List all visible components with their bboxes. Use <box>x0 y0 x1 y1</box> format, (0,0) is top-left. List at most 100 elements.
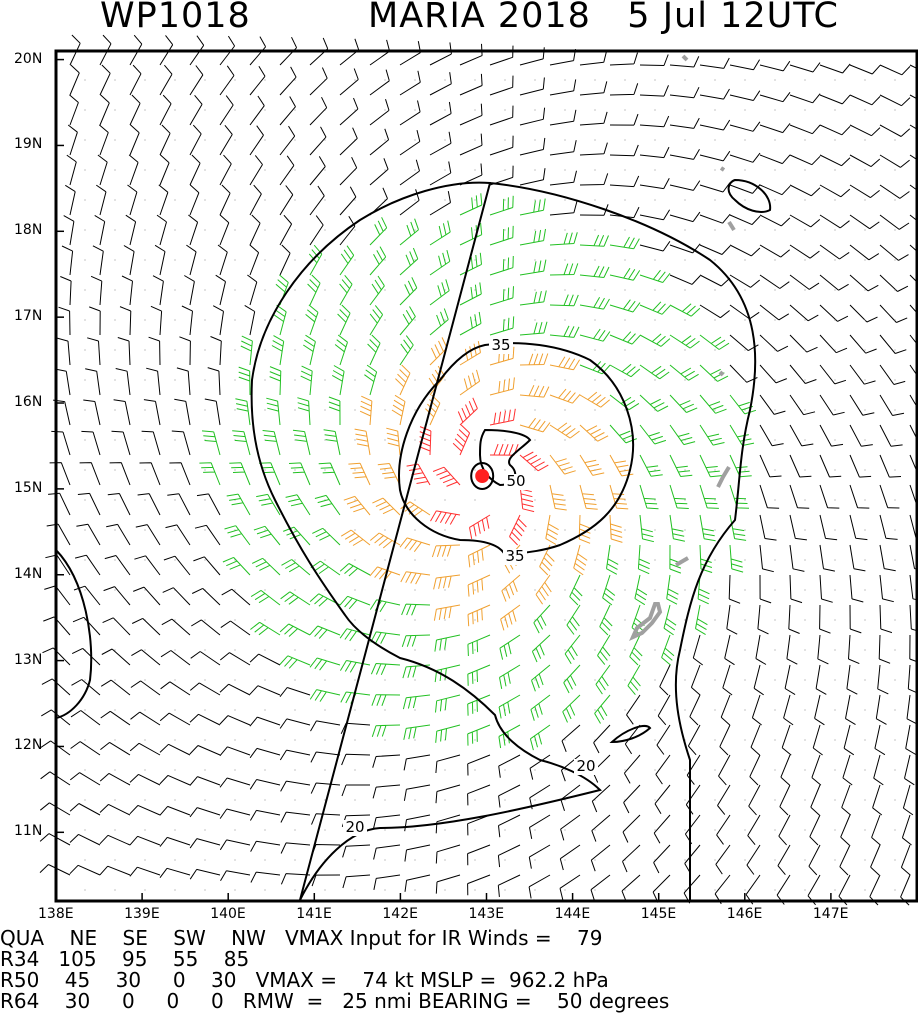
grid-dot <box>504 829 506 831</box>
wind-barb <box>70 741 101 756</box>
grid-dot <box>534 589 536 591</box>
grid-dot <box>144 409 146 411</box>
wind-barb <box>249 779 281 790</box>
wind-barb <box>748 784 761 816</box>
wind-barb <box>87 337 101 366</box>
grid-dot <box>204 679 206 681</box>
footer-r50-row: R50 45 30 0 30 VMAX = 74 kt MSLP = 962.2… <box>0 968 609 992</box>
wind-barb <box>250 589 281 606</box>
grid-dot <box>324 349 326 351</box>
wind-barb <box>429 101 452 126</box>
wind-barb <box>879 394 905 416</box>
wind-barb <box>759 454 782 478</box>
grid-dot <box>864 589 866 591</box>
wind-barb <box>143 399 161 426</box>
wind-barb <box>789 364 817 384</box>
wind-barb <box>909 244 918 253</box>
wind-barb <box>669 274 701 285</box>
grid-dot <box>894 529 896 531</box>
grid-dot <box>684 469 686 471</box>
grid-dot <box>174 619 176 621</box>
grid-dot <box>894 379 896 381</box>
wind-barb <box>279 749 311 761</box>
grid-dot <box>414 649 416 651</box>
grid-dot <box>294 859 296 861</box>
grid-dot <box>624 289 626 291</box>
grid-dot <box>714 229 716 231</box>
grid-dot <box>84 139 86 141</box>
lon-label: 144E <box>554 906 591 922</box>
wind-barb <box>841 784 852 816</box>
contour-20-kt <box>250 181 757 901</box>
wind-barb <box>593 724 611 754</box>
grid-dot <box>654 349 656 351</box>
grid-dot <box>834 409 836 411</box>
lat-label: 18N <box>14 222 43 239</box>
wind-barb <box>395 364 411 396</box>
wind-barb <box>66 154 77 186</box>
grid-dot <box>624 559 626 561</box>
wind-barb <box>399 247 419 276</box>
wind-barb <box>99 34 112 66</box>
wind-barb <box>399 129 421 156</box>
grid-dot <box>144 79 146 81</box>
wind-barb <box>789 394 816 416</box>
grid-dot <box>804 199 806 201</box>
grid-dot <box>324 769 326 771</box>
wind-barb <box>339 563 371 577</box>
grid-dot <box>294 529 296 531</box>
wind-barb <box>549 109 577 126</box>
grid-dot <box>744 679 746 681</box>
grid-dot <box>864 409 866 411</box>
wind-barb <box>909 634 918 663</box>
wind-barb <box>849 604 862 634</box>
grid-dot <box>684 409 686 411</box>
grid-dot <box>264 469 266 471</box>
wind-barb <box>879 334 907 354</box>
wind-barb <box>402 694 431 710</box>
grid-dot <box>474 289 476 291</box>
storm-id-title: WP1018 <box>100 0 251 36</box>
wind-barb <box>459 73 483 96</box>
wind-barb <box>98 124 109 156</box>
wind-barb <box>533 604 551 634</box>
wind-barb <box>77 492 101 516</box>
grid-dot <box>894 469 896 471</box>
wind-barb <box>849 514 868 541</box>
grid-dot <box>504 889 506 891</box>
wind-barb <box>457 397 478 426</box>
grid-dot <box>474 259 476 261</box>
wind-barb <box>788 604 800 634</box>
grid-dot <box>444 619 446 621</box>
grid-dot <box>654 679 656 681</box>
wind-barb <box>309 67 328 96</box>
wind-barb <box>179 336 191 366</box>
wind-barb <box>489 408 516 426</box>
wind-barb <box>429 161 452 186</box>
grid-dot <box>504 109 506 111</box>
grid-dot <box>84 739 86 741</box>
wind-barb <box>627 664 641 696</box>
wind-barb <box>249 184 262 216</box>
wind-barb <box>811 754 822 786</box>
wind-barb <box>699 119 731 131</box>
grid-dot <box>564 769 566 771</box>
wind-barb <box>433 604 461 621</box>
grid-dot <box>504 589 506 591</box>
wind-barb <box>307 274 321 306</box>
grid-dot <box>804 139 806 141</box>
grid-dot <box>894 139 896 141</box>
grid-dot <box>144 799 146 801</box>
wind-barb <box>222 556 251 576</box>
grid-dot <box>594 799 596 801</box>
grid-dot <box>564 829 566 831</box>
contour-label-bg <box>503 549 527 565</box>
wind-barb <box>489 286 514 306</box>
wind-barb <box>549 388 581 404</box>
grid-dot <box>714 859 716 861</box>
grid-dot <box>744 529 746 531</box>
grid-dot <box>354 289 356 291</box>
grid-dot <box>264 649 266 651</box>
wind-barb <box>559 844 581 871</box>
